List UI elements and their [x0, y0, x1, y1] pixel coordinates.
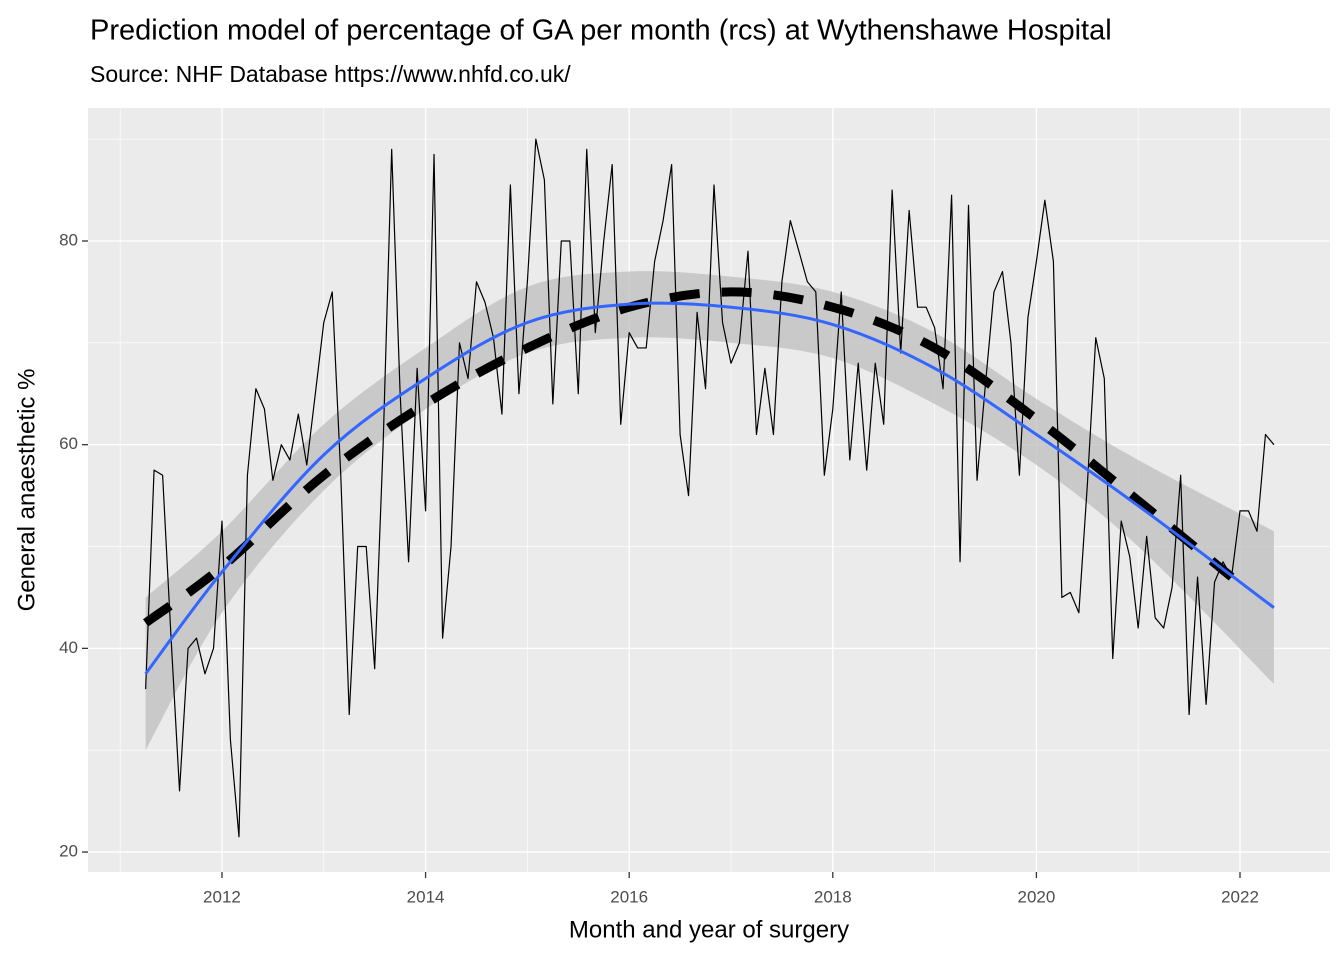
y-axis-title: General anaesthetic % — [13, 369, 40, 612]
x-tick-label: 2012 — [203, 887, 241, 906]
chart-subtitle: Source: NHF Database https://www.nhfd.co… — [90, 61, 571, 87]
x-tick-label: 2016 — [610, 887, 648, 906]
x-tick-label: 2020 — [1017, 887, 1055, 906]
fit-line — [144, 301, 1275, 675]
data-line — [145, 138, 1275, 838]
y-tick-label: 40 — [59, 638, 78, 657]
confidence-band — [145, 271, 1274, 751]
x-tick-label: 2018 — [814, 887, 852, 906]
y-tick-label: 60 — [59, 434, 78, 453]
x-tick-label: 2014 — [407, 887, 445, 906]
y-tick-label: 80 — [59, 230, 78, 249]
y-tick-label: 20 — [59, 842, 78, 861]
dashed-fit-line — [142, 287, 1235, 627]
chart-title: Prediction model of percentage of GA per… — [90, 15, 1112, 47]
x-tick-label: 2022 — [1221, 887, 1259, 906]
x-axis-title: Month and year of surgery — [569, 916, 849, 943]
